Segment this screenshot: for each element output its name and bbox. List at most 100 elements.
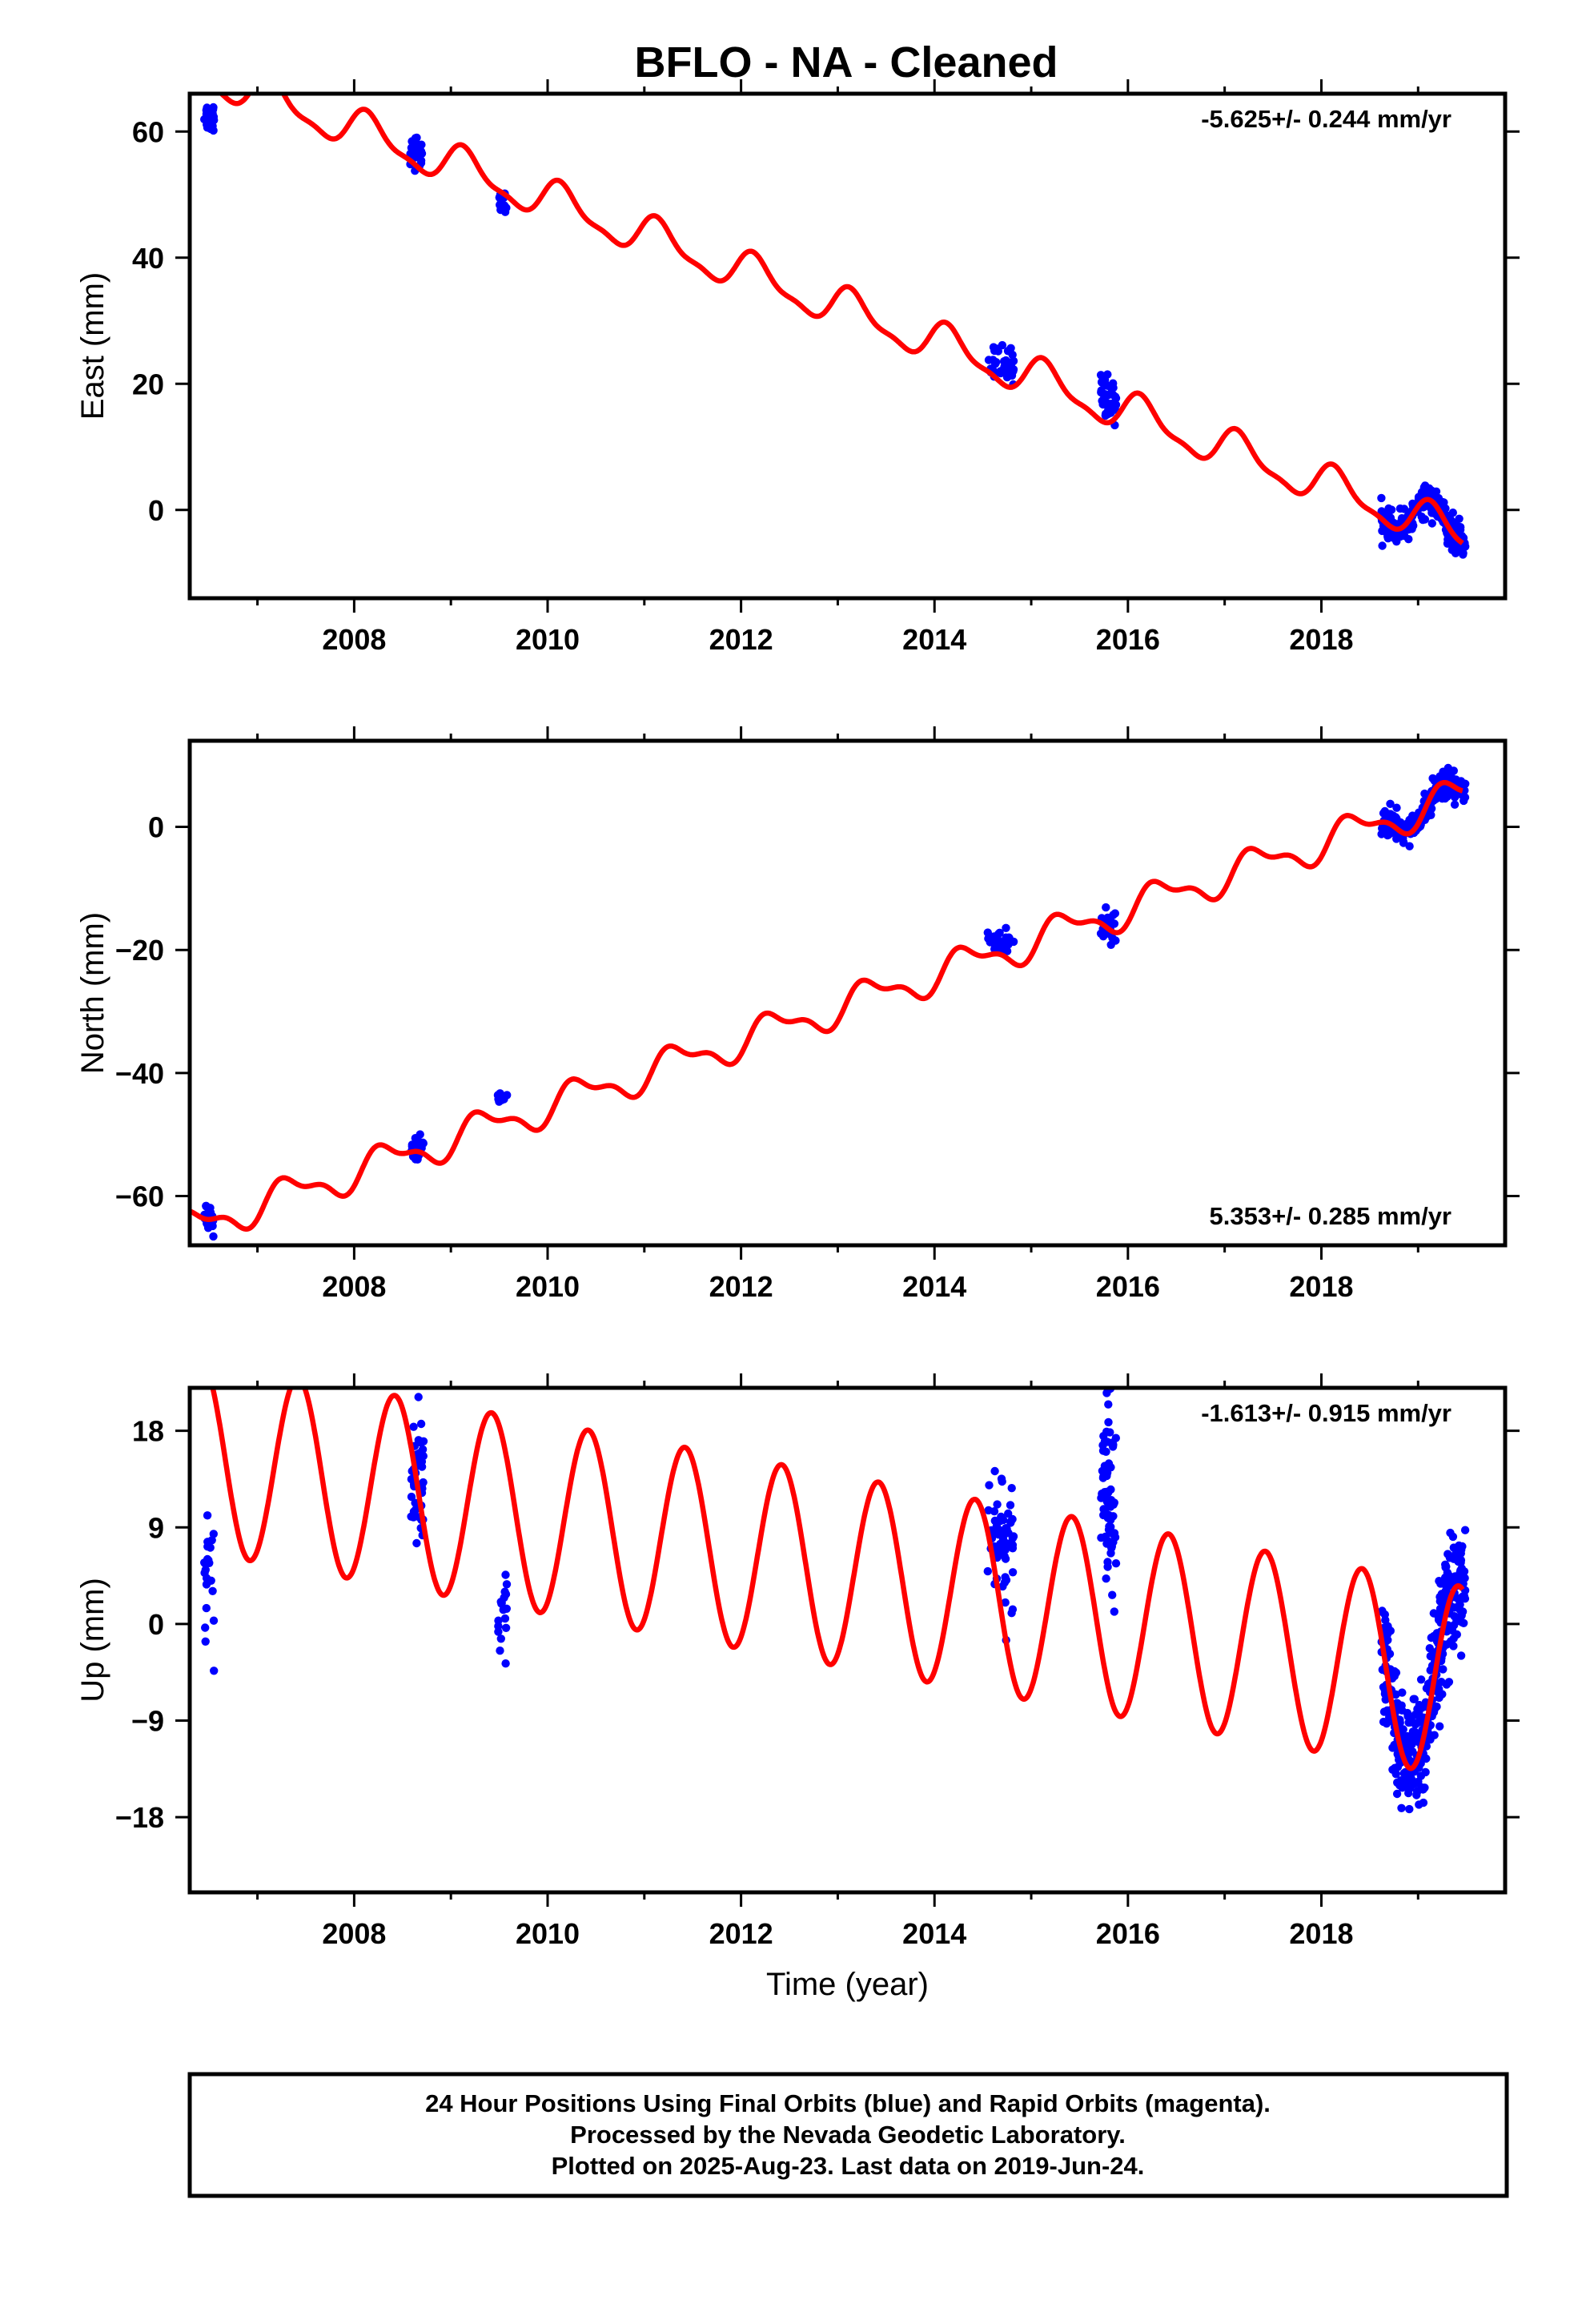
up-data-point xyxy=(1419,1798,1428,1807)
up-data-point xyxy=(1104,1459,1114,1468)
east-rate-label: -5.625+/- 0.244 mm/yr xyxy=(1201,105,1452,133)
east-xtick-label: 2018 xyxy=(1289,623,1353,656)
up-data-point xyxy=(208,1586,217,1596)
up-data-point xyxy=(1108,1529,1117,1538)
up-data-point xyxy=(1104,1400,1113,1409)
north-data-point xyxy=(1108,934,1117,943)
east-ytick-label: 0 xyxy=(148,494,164,527)
up-data-point xyxy=(1460,1618,1468,1628)
up-data-point xyxy=(1429,1631,1439,1641)
up-ytick-label: −9 xyxy=(131,1705,164,1738)
east-data-point xyxy=(1109,379,1118,388)
east-frame xyxy=(187,91,1508,601)
north-data-point xyxy=(1102,903,1110,912)
east-data-point xyxy=(408,144,416,153)
up-data-point xyxy=(1435,1577,1443,1586)
up-data-point xyxy=(1449,1642,1458,1651)
up-data-point xyxy=(1405,1804,1414,1814)
up-data-point xyxy=(205,1558,214,1568)
up-ytick-label: −18 xyxy=(115,1801,164,1834)
east-data-point xyxy=(200,115,209,124)
east-xtick-label: 2014 xyxy=(902,623,966,656)
up-data-point xyxy=(1383,1630,1392,1639)
east-data-point xyxy=(1009,356,1018,365)
up-data-point xyxy=(1442,1680,1452,1689)
up-data-point xyxy=(1099,1505,1108,1514)
east-data-point xyxy=(416,142,424,151)
up-data-point xyxy=(993,1500,1002,1509)
up-data-point xyxy=(1103,1558,1112,1566)
east-data-point xyxy=(209,126,218,135)
up-data-point xyxy=(500,1614,510,1623)
up-data-point xyxy=(1381,1695,1390,1704)
up-data-point xyxy=(502,1604,511,1614)
east-data-point xyxy=(1448,509,1458,517)
east-data-point xyxy=(1455,514,1464,523)
north-data-point xyxy=(1384,830,1393,839)
east-data-point xyxy=(1104,405,1113,415)
up-data-point xyxy=(1426,1735,1435,1744)
east-xtick-label: 2010 xyxy=(516,623,580,656)
up-data-point xyxy=(1106,1375,1114,1383)
up-xtick-label: 2018 xyxy=(1289,1917,1353,1950)
up-data-point xyxy=(1403,1783,1412,1791)
east-xtick-label: 2008 xyxy=(322,623,386,656)
up-data-point xyxy=(994,1526,1004,1534)
east-data-point xyxy=(1451,549,1460,557)
up-ytick-label: 9 xyxy=(148,1511,164,1544)
east-data-point xyxy=(1384,504,1393,513)
east-data-point xyxy=(1381,525,1390,534)
north-model-curve xyxy=(190,779,1464,1232)
east-data-point xyxy=(1389,532,1398,541)
up-data-point xyxy=(1397,1779,1406,1787)
north-data-point xyxy=(1460,779,1469,788)
up-data-point xyxy=(1001,1598,1010,1607)
north-xtick-label: 2014 xyxy=(902,1270,966,1303)
up-data-point xyxy=(500,1593,508,1602)
up-data-point xyxy=(1004,1509,1013,1518)
up-plot-area xyxy=(200,1375,1470,1814)
north-data-point xyxy=(1451,791,1460,800)
up-data-point xyxy=(1105,1500,1114,1510)
up-ylabel: Up (mm) xyxy=(75,1578,110,1703)
east-data-point xyxy=(1404,535,1413,544)
east-data-point xyxy=(984,356,994,364)
north-ytick-label: −60 xyxy=(115,1180,164,1213)
footer-line-1: 24 Hour Positions Using Final Orbits (bl… xyxy=(425,2089,1271,2117)
east-data-point xyxy=(206,119,215,127)
north-frame xyxy=(187,738,1508,1248)
east-data-point xyxy=(411,134,420,143)
up-data-point xyxy=(409,1507,419,1516)
up-data-point xyxy=(416,1419,426,1429)
east-data-point xyxy=(1097,386,1106,395)
up-data-point xyxy=(1435,1722,1444,1731)
east-data-point xyxy=(1098,377,1106,387)
up-data-point xyxy=(1412,1787,1422,1796)
footer-line-2: Processed by the Nevada Geodetic Laborat… xyxy=(570,2121,1126,2149)
north-data-point xyxy=(998,943,1006,951)
east-data-point xyxy=(1421,483,1430,493)
up-data-point xyxy=(1456,1544,1465,1553)
up-data-point xyxy=(1449,1634,1458,1643)
north-data-point xyxy=(1399,838,1408,846)
up-data-point xyxy=(1453,1616,1462,1626)
up-data-point xyxy=(1102,1574,1110,1583)
north-data-point xyxy=(414,1136,423,1146)
east-data-point xyxy=(1431,487,1441,496)
up-data-point xyxy=(1453,1551,1462,1560)
figure-title: BFLO - NA - Cleaned xyxy=(634,38,1058,86)
up-data-point xyxy=(1403,1712,1412,1721)
up-data-point xyxy=(207,1576,215,1586)
up-data-point xyxy=(1435,1604,1445,1614)
up-data-point xyxy=(1457,1564,1467,1573)
up-data-point xyxy=(1102,1490,1111,1499)
east-ytick-label: 40 xyxy=(132,242,164,275)
up-data-point xyxy=(1008,1568,1018,1577)
east-xtick-label: 2016 xyxy=(1096,623,1160,656)
up-data-point xyxy=(1434,1615,1443,1625)
up-data-point xyxy=(1107,1438,1117,1448)
north-ytick-label: −20 xyxy=(115,934,164,967)
north-data-point xyxy=(994,930,1003,939)
north-data-point xyxy=(1441,790,1450,799)
east-data-point xyxy=(1427,519,1437,528)
